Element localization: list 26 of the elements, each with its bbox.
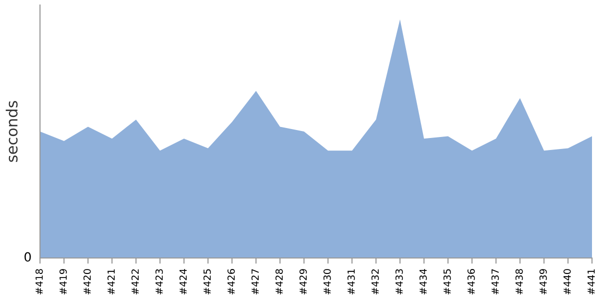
x-tick-label: #439 (539, 269, 547, 294)
x-tick-label: #423 (155, 269, 163, 294)
x-tick-label: #440 (563, 269, 571, 294)
x-tick-label: #431 (347, 269, 355, 294)
y-axis-title: seconds (6, 101, 18, 162)
x-tick-label: #426 (227, 269, 235, 294)
x-tick-label: #435 (443, 269, 451, 294)
x-tick-label: #432 (371, 269, 379, 294)
x-tick-label: #430 (323, 269, 331, 294)
x-tick-label: #424 (179, 268, 187, 294)
x-tick-label: #425 (203, 269, 211, 294)
x-tick-label: #421 (107, 269, 115, 294)
x-tick-label: #434 (419, 268, 427, 294)
x-tick-label: #441 (588, 269, 595, 294)
x-tick-label: #422 (131, 269, 139, 294)
x-tick-label: #437 (491, 269, 499, 294)
x-tick-label: #428 (275, 269, 283, 294)
x-tick-label: #419 (59, 269, 67, 294)
x-tick-label: #420 (83, 269, 91, 294)
text: 0 (24, 252, 31, 262)
x-tick-label: #436 (467, 269, 475, 294)
x-tick-label: #418 (35, 269, 43, 294)
x-tick-label: #433 (395, 269, 403, 294)
x-tick-label: #429 (299, 269, 307, 294)
x-tick-label: #427 (251, 269, 259, 294)
x-tick-label: #438 (515, 269, 523, 294)
